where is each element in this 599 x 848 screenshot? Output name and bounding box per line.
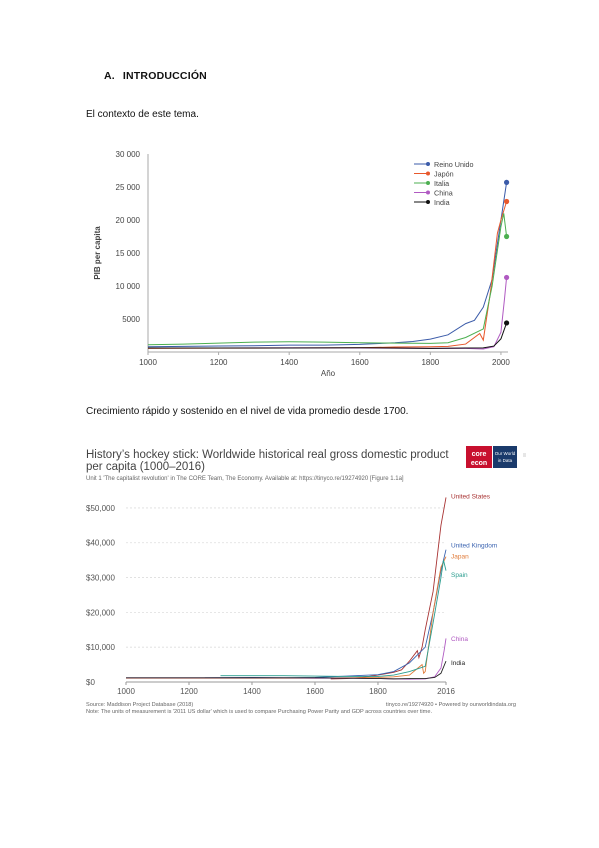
series-label-japan: Japan [451,553,469,560]
series-label-china: China [451,636,468,643]
series-end-point-india [503,320,510,326]
series-line-india [148,322,508,349]
y-tick-label: 5000 [122,315,140,324]
econ-logo-text: econ [471,460,487,467]
x-tick-label: 1800 [421,358,439,367]
x-tick-label: 1200 [210,358,228,367]
x-tick-label: 2000 [492,358,510,367]
series-line-united-states [330,497,447,680]
series-line-china [148,277,508,350]
section-heading: A. INTRODUCCIÓN [104,70,207,82]
y-tick-label: $20,000 [86,608,115,617]
y-axis-label: PIB per capita [93,226,102,280]
x-tick-label: 1000 [117,687,135,696]
chart-subtitle: Unit 1 'The capitalist revolution' in Th… [86,476,404,482]
series-line-india [126,660,447,680]
gdp-chart-countries: 5000 10 000 15 000 20 000 25 000 30 000 1000 12… [93,150,510,378]
series-label-united-states: United States [451,494,491,501]
section-number: A. [104,70,115,82]
series-end-point-china [503,274,510,281]
series-end-point-italia [503,233,510,240]
y-tick-label: $30,000 [86,574,115,583]
series-line-japan [126,556,447,679]
x-axis-label: Año [321,369,336,378]
owid-logo-text: Our World [495,451,516,456]
chart-note: Note: The units of measurement is '2011 … [86,709,432,715]
series-label-united-kingdom: United Kingdom [451,542,497,549]
series-line-reino-unido [147,182,508,348]
x-tick-label: 1600 [351,358,369,367]
x-tick-label: 1400 [243,687,261,696]
series-label-spain: Spain [451,572,468,579]
legend-marker [426,162,430,166]
y-tick-label: $10,000 [86,643,115,652]
chart-title: History’s hockey stick: Worldwide histor… [86,449,449,473]
y-tick-label: 25 000 [116,183,141,192]
y-tick-label: 10 000 [116,282,141,291]
series-line-jap-n [147,201,508,349]
y-tick-label: 30 000 [116,150,141,159]
legend-marker [426,181,430,185]
x-tick-label: 1200 [180,687,198,696]
legend-label-reino-unido: Reino Unido [434,160,474,169]
legend-label-italia: Italia [434,179,449,188]
core-econ-logo [466,446,492,468]
x-tick-label: 1000 [139,358,157,367]
x-tick-label: 1600 [306,687,324,696]
legend-marker [426,171,430,176]
y-tick-label: $0 [86,678,95,687]
legend-marker [426,190,430,195]
y-tick-label: $50,000 [86,504,115,513]
intro-paragraph: El contexto de este tema. [86,109,199,120]
x-tick-label: 1400 [280,358,298,367]
y-tick-label: 15 000 [116,249,141,258]
x-tick-label: 2016 [437,687,455,696]
core-logo-text: core [472,451,487,458]
owid-logo-text: in Data [498,458,513,463]
chart-source: Source: Maddison Project Database (2018) [86,702,193,708]
series-end-point-reino-unido [503,179,510,185]
series-line-italia [147,213,508,346]
chart-credit: tinyco.re/19274920 • Powered by ourworld… [386,702,516,708]
series-line-spain [220,560,447,677]
series-line-china [126,638,447,680]
y-tick-label: 20 000 [116,216,141,225]
hockey-stick-chart: History’s hockey stick: Worldwide histor… [86,446,526,715]
legend-marker [426,200,430,204]
section-title: INTRODUCCIÓN [122,70,207,82]
legend-label-india: India [434,198,450,207]
series-end-point-jap-n [503,198,510,205]
y-tick-label: $40,000 [86,539,115,548]
growth-paragraph: Crecimiento rápido y sostenido en el niv… [86,406,409,417]
series-label-india: India [451,660,465,667]
legend-label-china: China [434,189,453,198]
legend-label-jap-n: Japón [434,170,454,179]
x-tick-label: 1800 [369,687,387,696]
series-line-united-kingdom [204,549,447,679]
owid-logo [493,446,517,468]
